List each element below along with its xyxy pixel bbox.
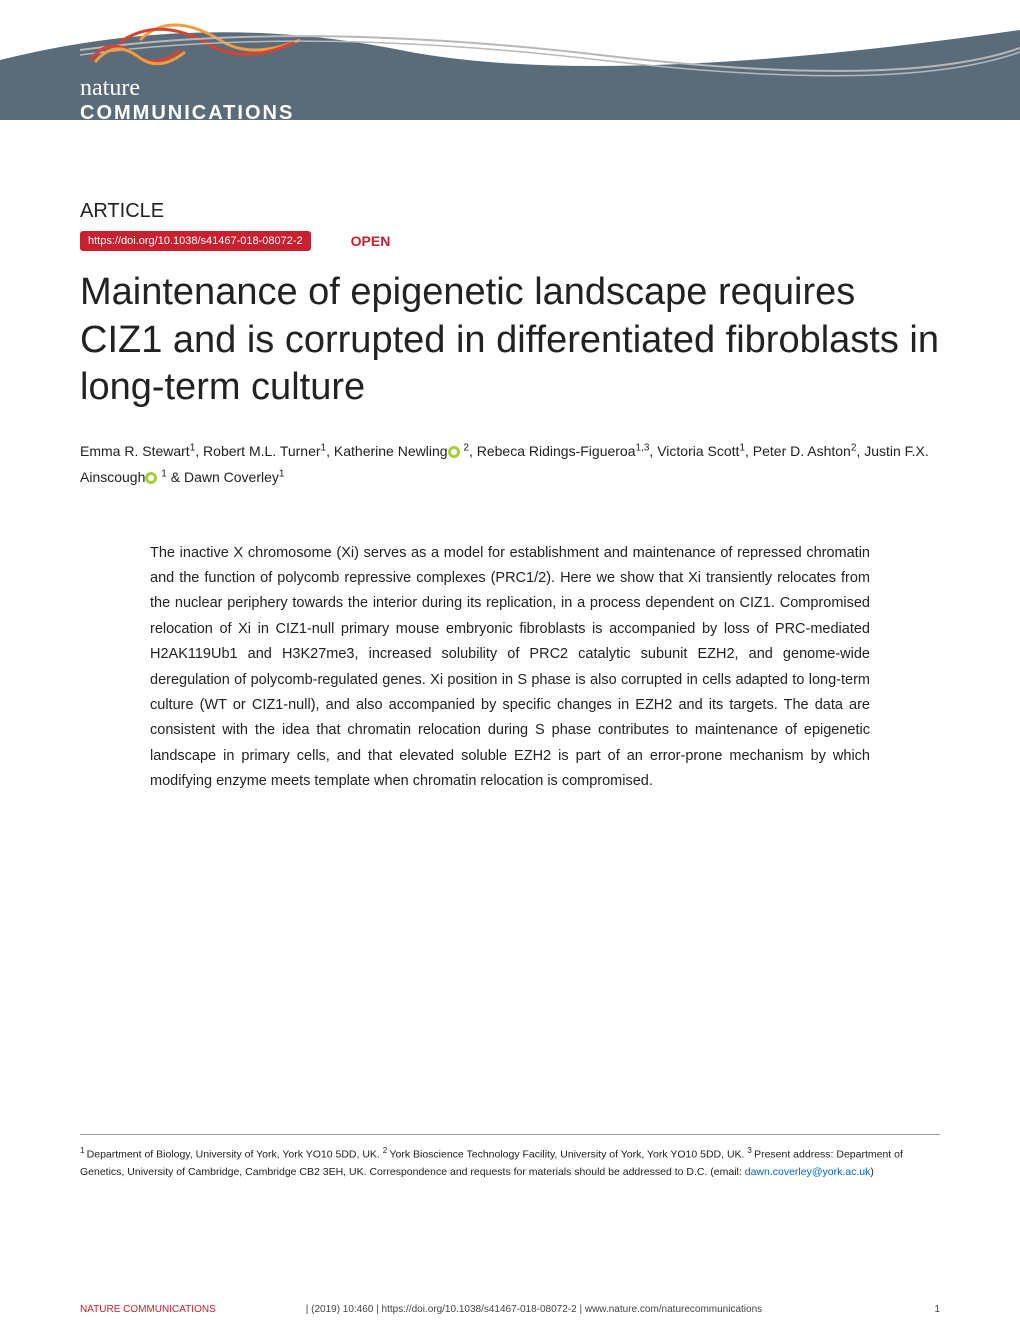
- author: Dawn Coverley1: [184, 469, 285, 485]
- orcid-icon[interactable]: [145, 472, 157, 484]
- footer-citation: NATURE COMMUNICATIONS | (2019) 10:460 | …: [80, 1304, 762, 1315]
- author: Peter D. Ashton2: [753, 443, 857, 459]
- page-number: 1: [934, 1304, 940, 1315]
- article-type-label: ARTICLE: [80, 200, 940, 223]
- journal-name-communications: COMMUNICATIONS: [80, 102, 294, 125]
- affiliations-section: 1 Department of Biology, University of Y…: [80, 1134, 940, 1180]
- page-footer: NATURE COMMUNICATIONS | (2019) 10:460 | …: [80, 1304, 940, 1315]
- author: Victoria Scott1: [657, 443, 745, 459]
- footer-journal-name: NATURE COMMUNICATIONS: [80, 1304, 216, 1315]
- doi-badge[interactable]: https://doi.org/10.1038/s41467-018-08072…: [80, 231, 311, 251]
- orcid-icon[interactable]: [448, 446, 460, 458]
- footer-citation-text: | (2019) 10:460 | https://doi.org/10.103…: [306, 1304, 762, 1315]
- journal-name-nature: nature: [80, 75, 294, 102]
- author: Robert M.L. Turner1: [203, 443, 326, 459]
- author: Rebeca Ridings-Figueroa1,3: [477, 443, 650, 459]
- journal-logo: nature COMMUNICATIONS: [80, 30, 294, 125]
- doi-row: https://doi.org/10.1038/s41467-018-08072…: [80, 231, 940, 251]
- author: Emma R. Stewart1: [80, 443, 195, 459]
- abstract-text: The inactive X chromosome (Xi) serves as…: [150, 541, 870, 795]
- open-access-label: OPEN: [351, 233, 391, 249]
- article-content: ARTICLE https://doi.org/10.1038/s41467-0…: [0, 140, 1020, 794]
- article-title: Maintenance of epigenetic landscape requ…: [80, 269, 940, 412]
- corresponding-email[interactable]: dawn.coverley@york.ac.uk: [745, 1166, 871, 1178]
- affiliations-text: 1 Department of Biology, University of Y…: [80, 1145, 940, 1180]
- journal-header-banner: nature COMMUNICATIONS: [0, 0, 1020, 140]
- author: Katherine Newling 2: [334, 443, 469, 459]
- authors-list: Emma R. Stewart1, Robert M.L. Turner1, K…: [80, 438, 940, 491]
- logo-swirl-icon: [80, 30, 240, 70]
